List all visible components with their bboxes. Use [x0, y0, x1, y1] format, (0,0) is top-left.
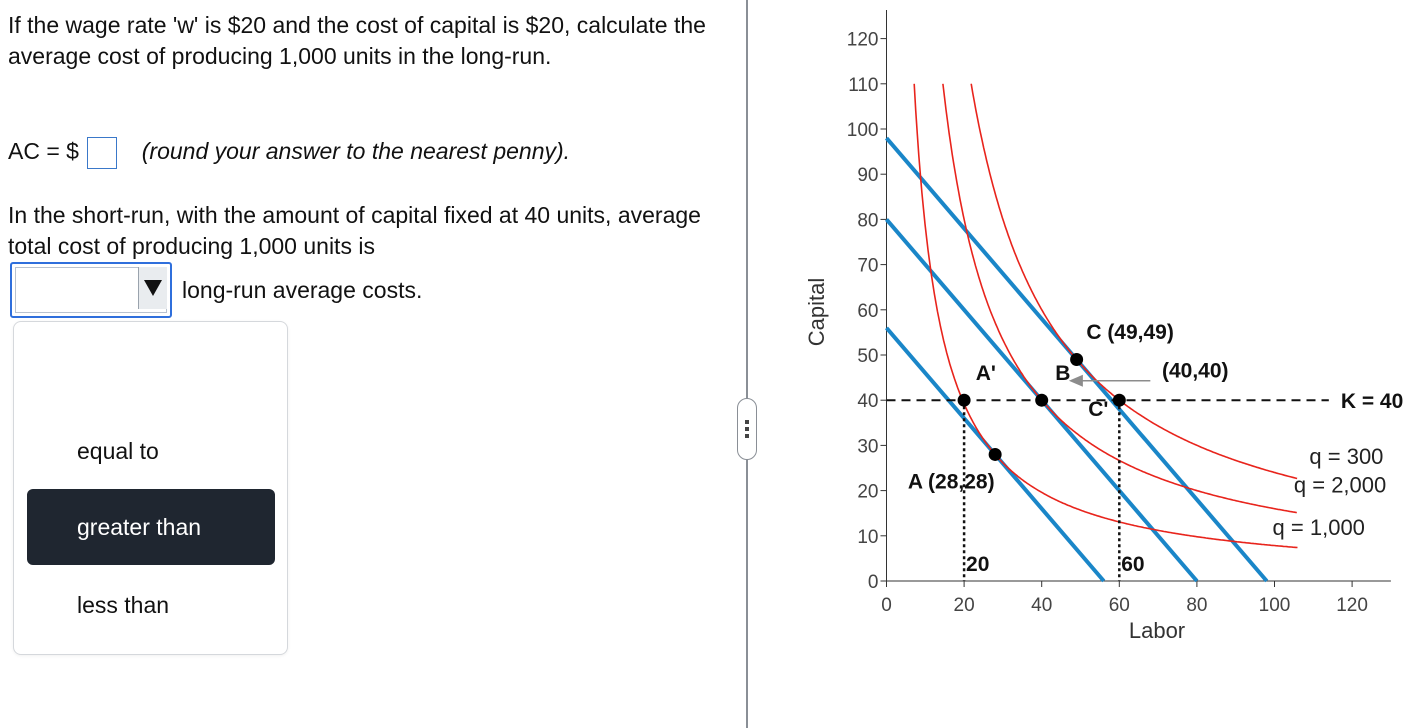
dropdown-arrow-icon[interactable]	[138, 267, 167, 309]
y-tick-label: 50	[857, 346, 878, 367]
a-point	[957, 393, 971, 407]
y-tick-label: 80	[857, 210, 878, 231]
isoquant-label-1: q = 1,000	[1273, 515, 1365, 540]
y-axis-title: Capital	[804, 278, 829, 346]
x-tick-label: 20	[954, 595, 975, 616]
label-b: B	[1055, 362, 1070, 385]
y-tick-label: 100	[847, 120, 879, 141]
resize-handle-icon[interactable]	[737, 398, 757, 460]
question-panel: If the wage rate 'w' is $20 and the cost…	[8, 12, 706, 655]
ac-hint: (round your answer to the nearest penny)…	[141, 138, 571, 164]
y-tick-label: 20	[857, 482, 878, 503]
label-a-prime: A'	[976, 362, 996, 385]
label-labor-60: 60	[1121, 553, 1144, 576]
y-tick-label: 0	[868, 572, 879, 593]
y-tick-label: 40	[857, 391, 878, 412]
dropdown-menu: equal to greater than less than	[13, 321, 288, 655]
option-equal-to[interactable]: equal to	[77, 438, 159, 464]
option-less-than[interactable]: less than	[77, 592, 170, 618]
y-tick-label: 30	[857, 436, 878, 457]
y-tick-label: 60	[857, 301, 878, 322]
c-point	[1112, 393, 1126, 407]
y-tick-label: 10	[857, 527, 878, 548]
y-tick-label: 110	[848, 75, 878, 96]
isoquant-curve-1	[913, 83, 1298, 549]
c-point	[1070, 353, 1084, 367]
after-select-text: long-run average costs.	[182, 277, 423, 303]
label-forty-forty: (40,40)	[1162, 360, 1229, 383]
x-tick-label: 100	[1259, 595, 1291, 616]
comparison-select[interactable]	[10, 262, 172, 318]
x-tick-label: 40	[1031, 595, 1052, 616]
isoquant-curve-3	[970, 83, 1298, 480]
y-tick-label: 120	[847, 30, 879, 51]
ac-label: AC = $	[8, 138, 79, 164]
arrow-head-icon	[1068, 374, 1083, 387]
label-c: C (49,49)	[1086, 321, 1174, 344]
x-tick-label: 80	[1186, 595, 1207, 616]
x-tick-label: 60	[1109, 595, 1130, 616]
option-greater-than[interactable]: greater than	[27, 489, 275, 565]
k-fixed-label: K = 40	[1341, 390, 1403, 413]
x-axis-title: Labor	[1129, 618, 1185, 643]
panel-divider[interactable]	[746, 0, 748, 728]
label-a: A (28,28)	[908, 470, 995, 493]
ac-answer-input[interactable]	[87, 136, 118, 169]
question-part1: If the wage rate 'w' is $20 and the cost…	[8, 12, 706, 69]
isoquant-label-3: q = 300	[1309, 444, 1383, 469]
label-c-prime: C'	[1088, 398, 1108, 421]
ac-answer-row: AC = $ (round your answer to the nearest…	[8, 136, 570, 169]
y-tick-label: 70	[857, 256, 878, 277]
x-tick-label: 120	[1336, 595, 1368, 616]
b-point	[1035, 393, 1049, 407]
isoquant-label-2: q = 2,000	[1294, 472, 1386, 497]
a-point	[988, 447, 1002, 461]
y-tick-label: 90	[857, 165, 878, 186]
label-labor-20: 20	[966, 553, 989, 576]
x-tick-label: 0	[881, 595, 892, 616]
question-part2: In the short-run, with the amount of cap…	[8, 202, 701, 259]
isoquant-chart: 0 10 20 30 40 50 60 70 80 90 100 110 120 0 20 40 60 80 100…	[804, 10, 1403, 643]
